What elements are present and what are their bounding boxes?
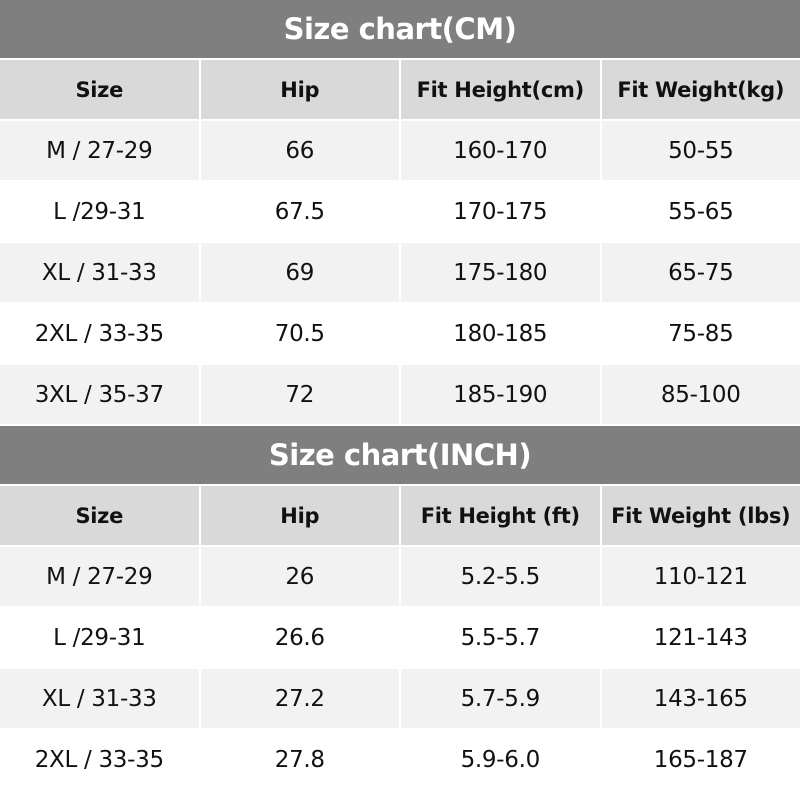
table-cell: 27.8 bbox=[200, 730, 399, 789]
table-row: XL / 31-33 27.2 5.7-5.9 143-165 bbox=[0, 669, 800, 728]
table-cell: 75-85 bbox=[601, 304, 800, 363]
table-cell: 5.7-5.9 bbox=[401, 669, 600, 728]
table-cell: 26.6 bbox=[200, 608, 399, 667]
table-cell: 55-65 bbox=[601, 182, 800, 241]
table-cell: 85-100 bbox=[601, 365, 800, 424]
table-cell: 170-175 bbox=[401, 182, 600, 241]
table-cell: XL / 31-33 bbox=[0, 669, 199, 728]
column-header: Fit Weight (lbs) bbox=[601, 486, 800, 545]
table-cell: 69 bbox=[200, 243, 399, 302]
table-row: 3XL / 35-37 72 185-190 85-100 bbox=[0, 365, 800, 424]
table-cell: 70.5 bbox=[200, 304, 399, 363]
table-cell: M / 27-29 bbox=[0, 121, 199, 180]
table-cell: 2XL / 33-35 bbox=[0, 730, 199, 789]
table-cell: 65-75 bbox=[601, 243, 800, 302]
table-cell: 160-170 bbox=[401, 121, 600, 180]
table-row: 2XL / 33-35 27.8 5.9-6.0 165-187 bbox=[0, 730, 800, 789]
table-row: 2XL / 33-35 70.5 180-185 75-85 bbox=[0, 304, 800, 363]
table-cell: 5.9-6.0 bbox=[401, 730, 600, 789]
table-cell: 175-180 bbox=[401, 243, 600, 302]
size-table-inch: Size chart(INCH) Size Hip Fit Height (ft) Fi… bbox=[0, 426, 800, 789]
table-row: M / 27-29 26 5.2-5.5 110-121 bbox=[0, 547, 800, 606]
header-row: Size Hip Fit Height(cm) Fit Weight(kg) bbox=[0, 60, 800, 119]
column-header: Size bbox=[0, 60, 199, 119]
table-cell: 165-187 bbox=[601, 730, 800, 789]
table-cell: L /29-31 bbox=[0, 608, 199, 667]
table-title: Size chart(CM) bbox=[0, 0, 800, 58]
column-header: Fit Height(cm) bbox=[401, 60, 600, 119]
table-row: L /29-31 26.6 5.5-5.7 121-143 bbox=[0, 608, 800, 667]
table-row: L /29-31 67.5 170-175 55-65 bbox=[0, 182, 800, 241]
table-cell: 67.5 bbox=[200, 182, 399, 241]
table-title: Size chart(INCH) bbox=[0, 426, 800, 484]
table-cell: 5.2-5.5 bbox=[401, 547, 600, 606]
table-cell: 185-190 bbox=[401, 365, 600, 424]
table-cell: 5.5-5.7 bbox=[401, 608, 600, 667]
table-cell: 180-185 bbox=[401, 304, 600, 363]
size-table-cm: Size chart(CM) Size Hip Fit Height(cm) Fit W… bbox=[0, 0, 800, 424]
table-cell: XL / 31-33 bbox=[0, 243, 199, 302]
table-cell: 110-121 bbox=[601, 547, 800, 606]
column-header: Size bbox=[0, 486, 199, 545]
column-header: Fit Weight(kg) bbox=[601, 60, 800, 119]
table-cell: 121-143 bbox=[601, 608, 800, 667]
table-cell: 27.2 bbox=[200, 669, 399, 728]
table-cell: 3XL / 35-37 bbox=[0, 365, 199, 424]
table-cell: 143-165 bbox=[601, 669, 800, 728]
table-row: XL / 31-33 69 175-180 65-75 bbox=[0, 243, 800, 302]
table-cell: 66 bbox=[200, 121, 399, 180]
table-cell: M / 27-29 bbox=[0, 547, 199, 606]
column-header: Hip bbox=[200, 486, 399, 545]
table-cell: 72 bbox=[200, 365, 399, 424]
column-header: Hip bbox=[200, 60, 399, 119]
column-header: Fit Height (ft) bbox=[401, 486, 600, 545]
table-cell: L /29-31 bbox=[0, 182, 199, 241]
table-cell: 50-55 bbox=[601, 121, 800, 180]
table-cell: 26 bbox=[200, 547, 399, 606]
table-row: M / 27-29 66 160-170 50-55 bbox=[0, 121, 800, 180]
header-row: Size Hip Fit Height (ft) Fit Weight (lbs) bbox=[0, 486, 800, 545]
table-cell: 2XL / 33-35 bbox=[0, 304, 199, 363]
